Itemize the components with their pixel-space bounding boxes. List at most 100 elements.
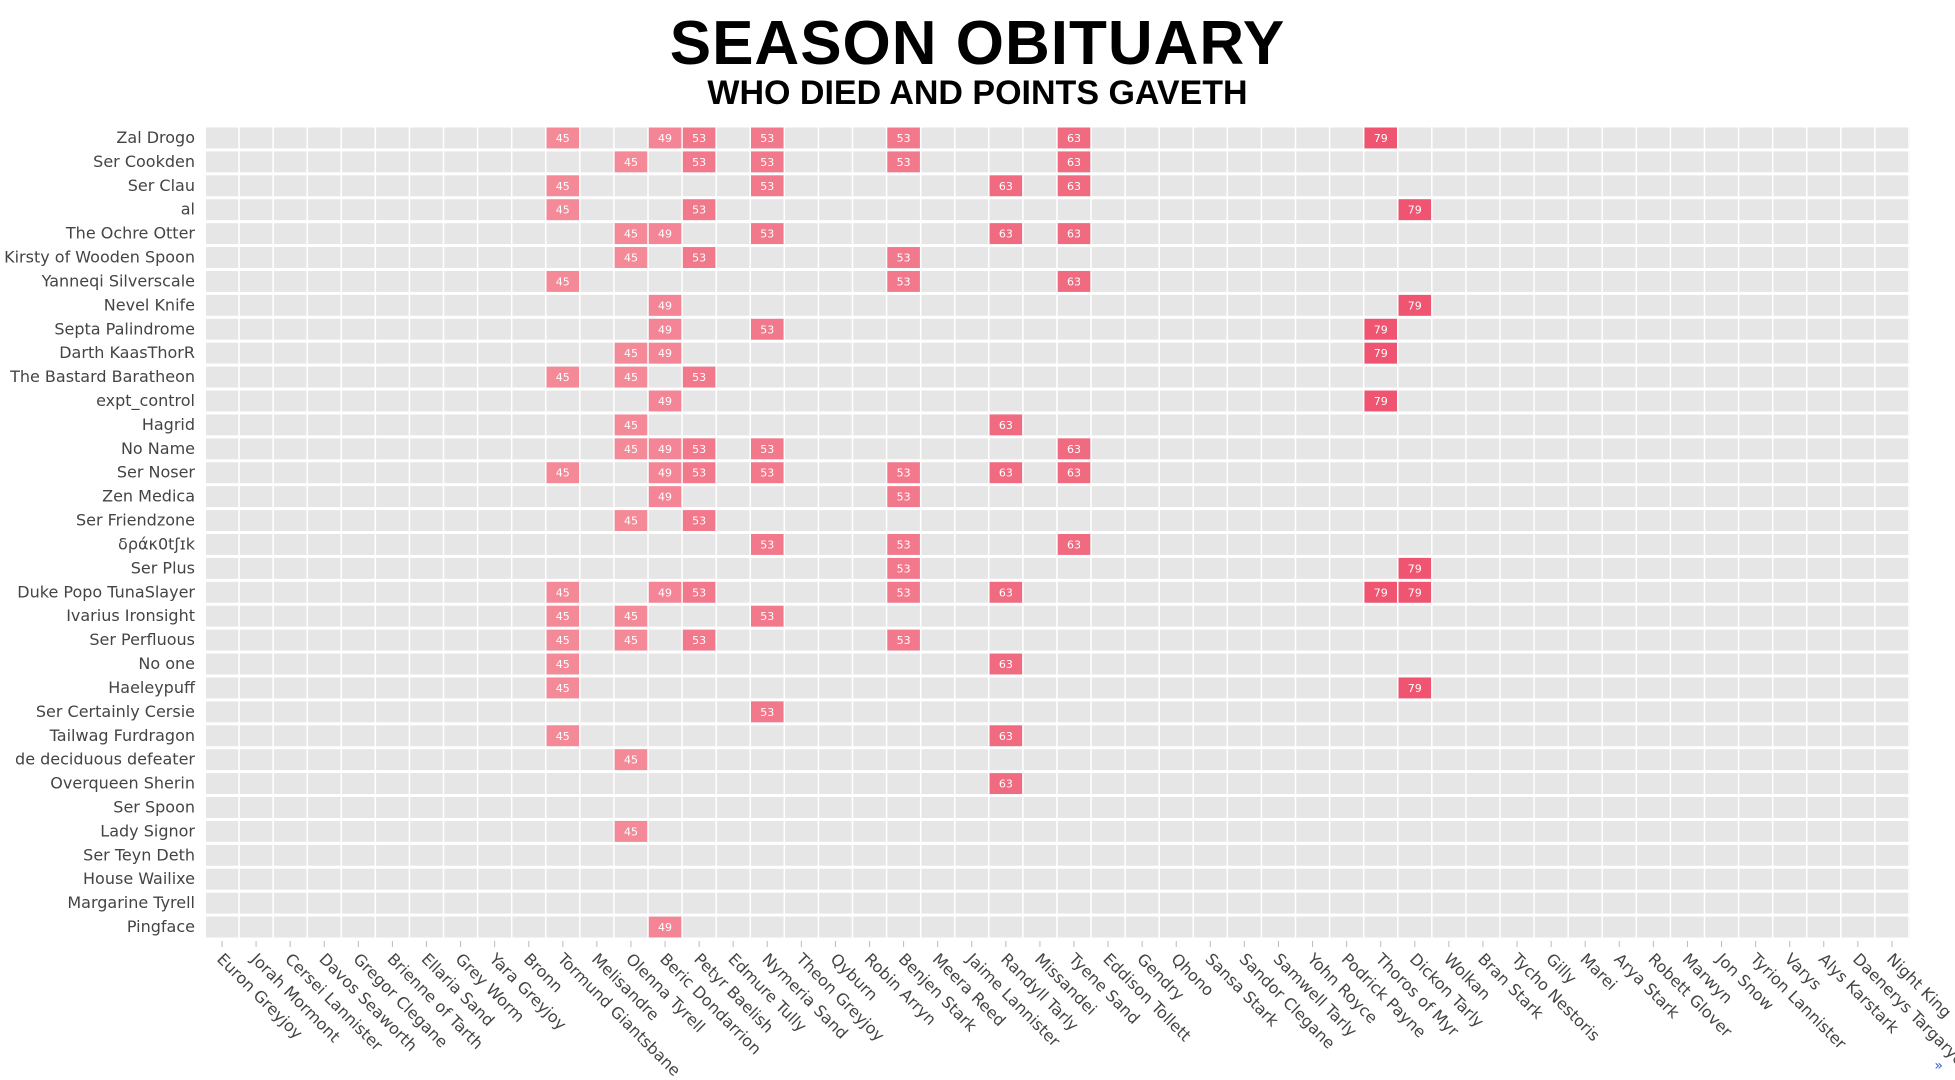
heatmap-cell[interactable] [1398,677,1432,699]
heatmap-cell[interactable] [989,581,1023,603]
heatmap-cell[interactable] [648,581,682,603]
heatmap-cell[interactable] [1398,557,1432,579]
heatmap-cell[interactable] [614,414,648,436]
heatmap-cell[interactable] [546,653,580,675]
heatmap-cell[interactable] [887,151,920,173]
heatmap-cell[interactable] [1057,462,1091,484]
heatmap-cell[interactable] [750,605,784,627]
heatmap-cell[interactable] [750,701,784,723]
heatmap-cell[interactable] [750,534,784,555]
heatmap-cell[interactable] [1057,438,1091,460]
heatmap-cell[interactable] [989,462,1023,484]
heatmap-cell[interactable] [887,247,920,268]
heatmap-cell[interactable] [614,342,648,364]
heatmap-cell[interactable] [648,127,682,149]
heatmap-cell[interactable] [750,175,784,197]
heatmap-cell[interactable] [648,916,682,938]
heatmap-cell[interactable] [648,342,682,364]
heatmap-cell[interactable] [546,175,580,197]
heatmap-cell[interactable] [614,820,648,842]
heatmap-cell[interactable] [750,438,784,460]
heatmap-cell[interactable] [546,462,580,484]
heatmap-cell[interactable] [1398,581,1432,603]
heatmap-cell[interactable] [648,462,682,484]
heatmap-cell[interactable] [1057,151,1091,173]
heatmap-cell[interactable] [648,294,682,316]
row-band [206,629,1910,651]
heatmap-cell[interactable] [1398,294,1432,316]
heatmap-cell[interactable] [887,127,920,149]
heatmap-cell[interactable] [614,223,648,245]
heatmap-cell[interactable] [989,653,1023,675]
heatmap-cell[interactable] [1057,223,1091,245]
heatmap-cell[interactable] [1398,199,1432,221]
heatmap-cell[interactable] [1364,342,1398,364]
heatmap-cell[interactable] [546,677,580,699]
cell-value-label: 63 [1067,467,1081,480]
heatmap-cell[interactable] [989,223,1023,245]
heatmap-cell[interactable] [887,486,920,508]
heatmap-cell[interactable] [614,366,648,388]
heatmap-cell[interactable] [1057,270,1091,292]
cell-value-label: 49 [658,323,672,336]
heatmap-cell[interactable] [614,749,648,771]
heatmap-cell[interactable] [750,318,784,340]
heatmap-cell[interactable] [546,605,580,627]
heatmap-cell[interactable] [682,127,716,149]
heatmap-cell[interactable] [887,629,920,651]
heatmap-cell[interactable] [1057,127,1091,149]
row-label: δράκ0tʃɪk [118,534,196,553]
heatmap-cell[interactable] [1364,390,1398,412]
heatmap-cell[interactable] [887,534,920,555]
heatmap-cell[interactable] [682,629,716,651]
heatmap-cell[interactable] [989,414,1023,436]
heatmap-cell[interactable] [682,438,716,460]
heatmap-cell[interactable] [648,390,682,412]
heatmap-cell[interactable] [546,270,580,292]
cell-value-label: 53 [760,156,774,169]
heatmap-cell[interactable] [1364,318,1398,340]
heatmap-cell[interactable] [1364,127,1398,149]
heatmap-cell[interactable] [648,438,682,460]
heatmap-cell[interactable] [887,270,920,292]
heatmap-cell[interactable] [614,247,648,268]
heatmap-cell[interactable] [614,629,648,651]
heatmap-cell[interactable] [614,151,648,173]
heatmap-cell[interactable] [648,486,682,508]
heatmap-cell[interactable] [614,510,648,531]
heatmap-cell[interactable] [887,557,920,579]
heatmap-cell[interactable] [546,581,580,603]
heatmap-cell[interactable] [648,223,682,245]
heatmap-cell[interactable] [989,773,1023,795]
heatmap-cell[interactable] [682,581,716,603]
cell-value-label: 53 [692,443,706,456]
heatmap-cell[interactable] [614,438,648,460]
more-link[interactable]: » [1934,1058,1943,1074]
heatmap-cell[interactable] [682,462,716,484]
heatmap-cell[interactable] [614,605,648,627]
heatmap-cell[interactable] [682,247,716,268]
heatmap-cell[interactable] [546,725,580,747]
heatmap-cell[interactable] [750,127,784,149]
heatmap-cell[interactable] [546,366,580,388]
heatmap-cell[interactable] [682,151,716,173]
heatmap-cell[interactable] [750,462,784,484]
heatmap-cell[interactable] [546,629,580,651]
heatmap-cell[interactable] [887,581,920,603]
heatmap-cell[interactable] [750,223,784,245]
heatmap-cell[interactable] [682,199,716,221]
heatmap-cell[interactable] [682,366,716,388]
heatmap-cell[interactable] [1364,581,1398,603]
heatmap-cell[interactable] [1057,175,1091,197]
heatmap-cell[interactable] [682,510,716,531]
heatmap-cell[interactable] [546,127,580,149]
heatmap-cell[interactable] [989,725,1023,747]
heatmap-cell[interactable] [750,151,784,173]
heatmap-cell[interactable] [989,175,1023,197]
heatmap-cell[interactable] [887,462,920,484]
heatmap-cell[interactable] [648,318,682,340]
heatmap-cell[interactable] [1057,534,1091,555]
column-gridlines [204,126,1910,939]
cell-value-label: 45 [556,371,570,384]
heatmap-cell[interactable] [546,199,580,221]
